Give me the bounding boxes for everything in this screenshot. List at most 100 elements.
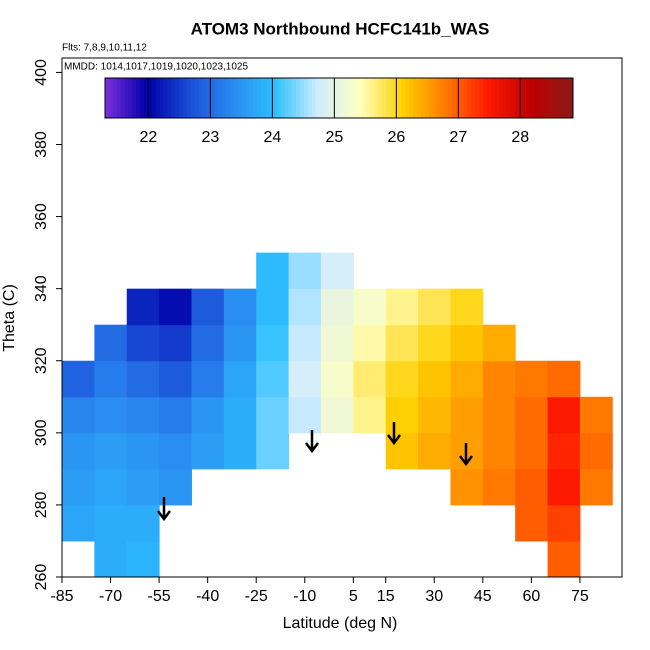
colorbar-step bbox=[159, 78, 164, 118]
colorbar-step bbox=[323, 78, 328, 118]
heat-cell bbox=[547, 432, 581, 470]
heat-cell bbox=[126, 468, 160, 506]
heat-cell bbox=[515, 432, 549, 470]
y-tick-label: 340 bbox=[33, 275, 50, 302]
colorbar-step bbox=[354, 78, 359, 118]
colorbar-step bbox=[245, 78, 250, 118]
heat-cell bbox=[482, 468, 516, 506]
colorbar-step bbox=[105, 78, 110, 118]
heat-cell bbox=[223, 396, 257, 434]
colorbar-step bbox=[198, 78, 203, 118]
colorbar-step bbox=[288, 78, 293, 118]
heat-cell bbox=[385, 288, 419, 326]
colorbar-step bbox=[339, 78, 344, 118]
colorbar-step bbox=[432, 78, 437, 118]
heat-cell bbox=[94, 468, 128, 506]
colorbar-step bbox=[530, 78, 535, 118]
plot-frame bbox=[61, 57, 623, 578]
colorbar-step bbox=[194, 78, 200, 118]
heat-cell bbox=[256, 252, 290, 290]
heat-cell bbox=[482, 396, 516, 434]
colorbar-step bbox=[179, 78, 184, 118]
heat-cell bbox=[126, 288, 160, 326]
heat-cell bbox=[62, 360, 95, 398]
heat-cell bbox=[159, 432, 192, 470]
y-tick-label: 360 bbox=[33, 203, 50, 230]
heat-cell bbox=[191, 324, 225, 362]
heat-cell bbox=[353, 396, 387, 434]
colorbar-tick-label: 23 bbox=[201, 129, 219, 146]
colorbar-step bbox=[264, 78, 270, 118]
colorbar-step bbox=[249, 78, 254, 118]
colorbar-tick-label: 22 bbox=[139, 129, 157, 146]
colorbar-step bbox=[537, 78, 543, 118]
y-axis-label: Theta (C) bbox=[1, 284, 18, 352]
colorbar-step bbox=[534, 78, 539, 118]
heat-cell bbox=[418, 288, 451, 326]
heat-cell bbox=[515, 504, 549, 542]
colorbar-step bbox=[557, 78, 562, 118]
heat-cell bbox=[320, 252, 354, 290]
colorbar-step bbox=[381, 78, 387, 118]
heat-cell bbox=[256, 432, 290, 470]
x-tick-label: 45 bbox=[474, 588, 492, 605]
x-tick-label: 30 bbox=[425, 588, 443, 605]
heatmap bbox=[62, 252, 613, 578]
colorbar-step bbox=[151, 78, 157, 118]
arrow bbox=[459, 443, 473, 467]
colorbar-tick-label: 28 bbox=[511, 129, 529, 146]
heat-cell bbox=[159, 360, 192, 398]
colorbar-step bbox=[261, 78, 266, 118]
colorbar-step bbox=[541, 78, 547, 118]
colorbar-step bbox=[183, 78, 188, 118]
colorbar-step bbox=[378, 78, 383, 118]
colorbar-step bbox=[522, 78, 527, 118]
colorbar-step bbox=[229, 78, 235, 118]
heat-cell bbox=[450, 468, 484, 506]
x-tick-label: 75 bbox=[571, 588, 589, 605]
heat-cell bbox=[256, 360, 290, 398]
heat-cell bbox=[515, 396, 549, 434]
heat-cell bbox=[62, 432, 95, 470]
colorbar-step bbox=[112, 78, 118, 118]
colorbar-step bbox=[565, 78, 570, 118]
x-tick-label: -10 bbox=[293, 588, 316, 605]
heat-cell bbox=[515, 468, 549, 506]
heat-cell bbox=[288, 396, 322, 434]
heat-cell bbox=[62, 396, 95, 434]
colorbar-step bbox=[167, 78, 172, 118]
heat-cell bbox=[482, 324, 516, 362]
colorbar-step bbox=[397, 78, 402, 118]
colorbar-step bbox=[362, 78, 367, 118]
heat-cell bbox=[191, 360, 225, 398]
heat-cell bbox=[385, 360, 419, 398]
colorbar-step bbox=[108, 78, 114, 118]
colorbar-step bbox=[405, 78, 410, 118]
heat-cell bbox=[191, 432, 225, 470]
colorbar-step bbox=[342, 78, 348, 118]
colorbar-step bbox=[218, 78, 223, 118]
heat-cell bbox=[223, 324, 257, 362]
colorbar-tick-label: 26 bbox=[387, 129, 405, 146]
heat-cell bbox=[62, 504, 95, 542]
arrow bbox=[387, 422, 401, 446]
colorbar-step bbox=[471, 78, 476, 118]
y-tick-label: 400 bbox=[33, 59, 50, 86]
colorbar-step bbox=[233, 78, 239, 118]
heat-cell bbox=[256, 396, 290, 434]
heat-cell bbox=[450, 288, 484, 326]
heat-cell bbox=[450, 360, 484, 398]
colorbar-step bbox=[116, 78, 122, 118]
colorbar-step bbox=[374, 78, 379, 118]
y-tick-label: 380 bbox=[33, 131, 50, 158]
colorbar-step bbox=[319, 78, 324, 118]
heat-cell bbox=[320, 288, 354, 326]
x-axis-label: Latitude (deg N) bbox=[283, 615, 398, 632]
heat-cell bbox=[223, 288, 257, 326]
heat-cell bbox=[288, 288, 322, 326]
heat-cell bbox=[418, 324, 451, 362]
heat-cell bbox=[159, 324, 192, 362]
subtitle: Flts: 7,8,9,10,11,12 bbox=[62, 43, 147, 54]
colorbar-step bbox=[475, 78, 480, 118]
colorbar-step bbox=[225, 78, 231, 118]
